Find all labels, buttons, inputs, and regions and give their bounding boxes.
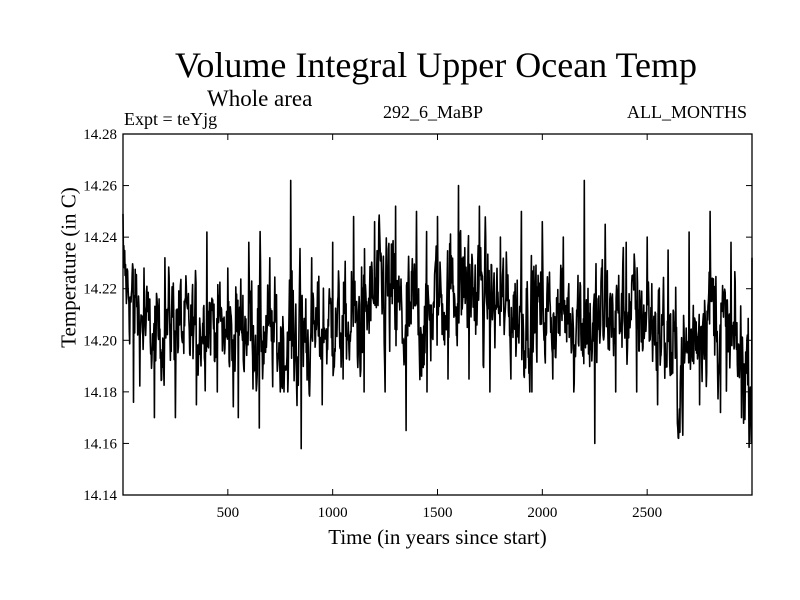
x-axis-ticks: 500 1000 1500 2000 2500 [217,134,662,521]
chart-subtitle: Whole area [207,86,313,111]
x-axis-label: Time (in years since start) [328,525,547,549]
chart-title: Volume Integral Upper Ocean Temp [175,45,697,85]
y-axis-label: Temperature (in C) [56,187,81,348]
y-axis-ticks: 14.14 14.16 14.18 14.20 14.22 14.24 14.26 14.28 [83,127,752,504]
y-tick-label: 14.28 [83,127,117,143]
y-tick-label: 14.22 [83,282,117,298]
x-tick-label: 500 [217,505,240,521]
x-tick-label: 2500 [632,505,662,521]
y-tick-label: 14.24 [83,230,117,246]
y-tick-label: 14.16 [83,436,117,452]
series-line-teyjg [122,179,753,450]
y-tick-label: 14.14 [83,488,117,504]
x-tick-label: 1000 [318,505,348,521]
period-label: ALL_MONTHS [627,102,747,122]
y-tick-label: 14.18 [83,385,117,401]
experiment-label: Expt = teYjg [124,109,218,129]
y-tick-label: 14.20 [83,333,117,349]
x-tick-label: 2000 [527,505,557,521]
y-tick-label: 14.26 [83,179,117,195]
experiment-name: 292_6_MaBP [383,102,484,122]
x-tick-label: 1500 [423,505,453,521]
